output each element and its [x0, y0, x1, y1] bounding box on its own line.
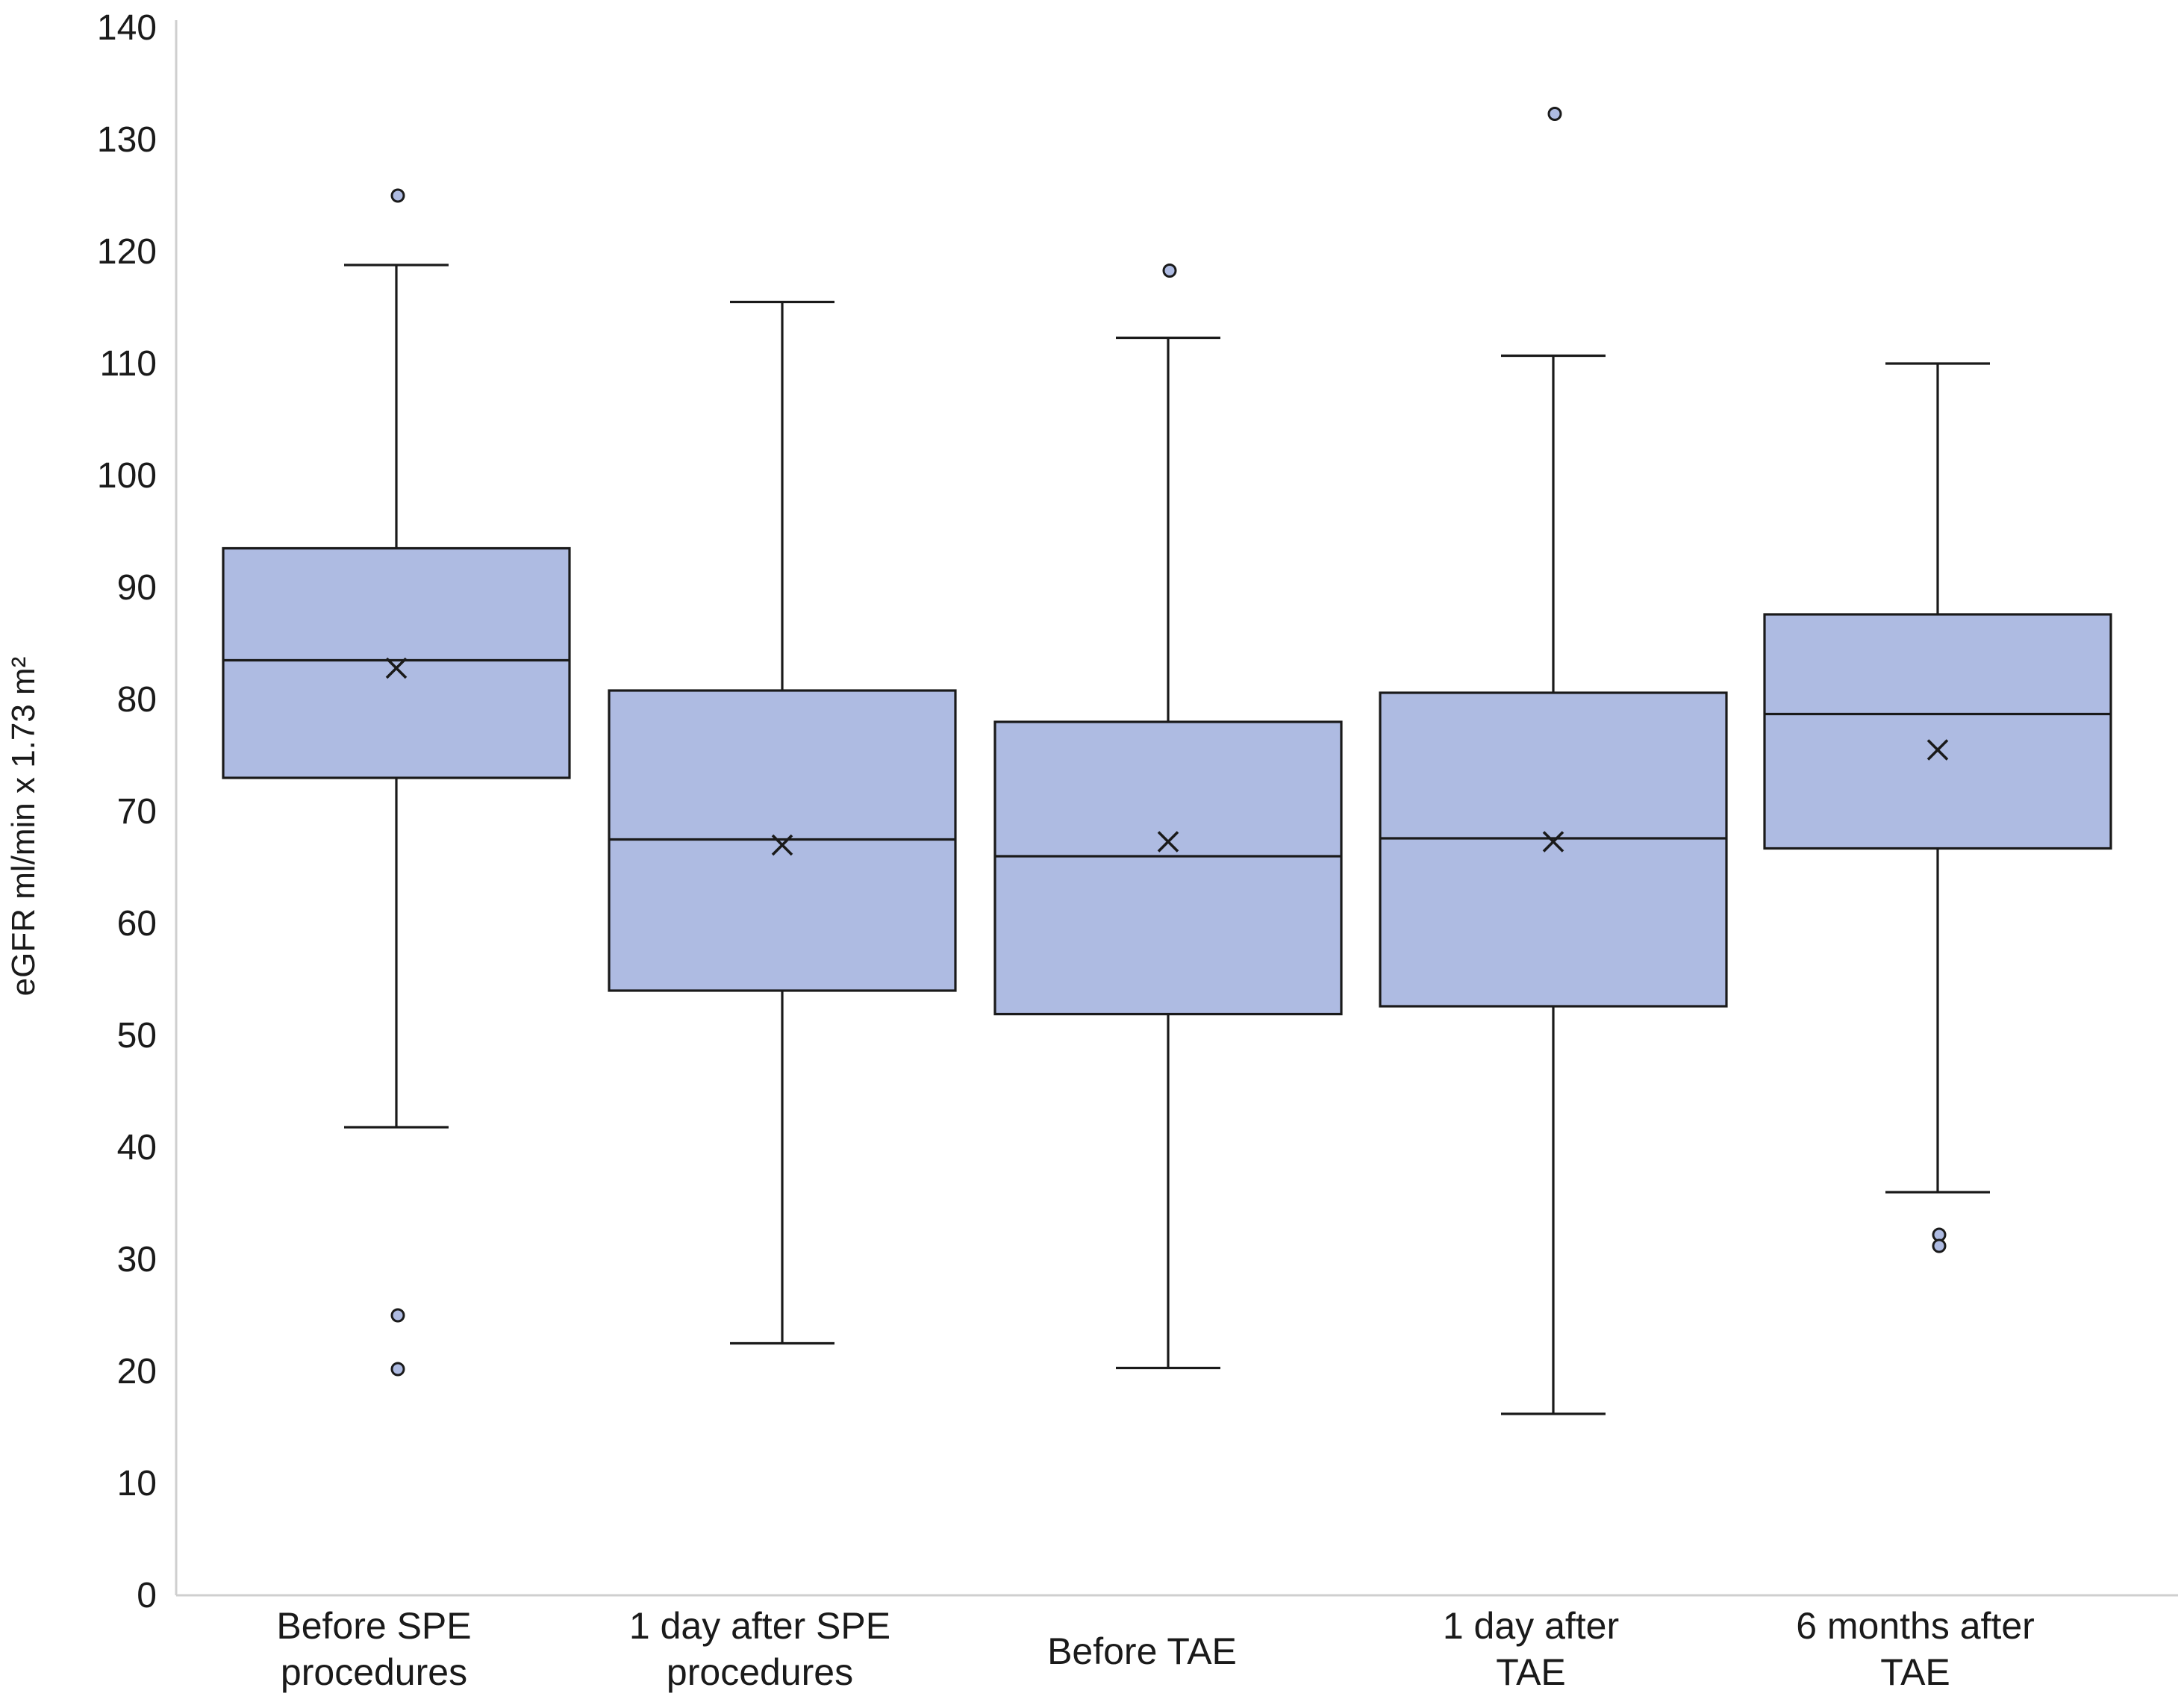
- y-tick-label: 40: [117, 1128, 157, 1168]
- x-category-label: 1 day after TAE: [1443, 1605, 1619, 1693]
- y-tick-label: 110: [99, 344, 157, 384]
- y-tick-label: 60: [117, 904, 157, 944]
- axes: [175, 20, 2178, 1597]
- mean-marker: [385, 657, 408, 679]
- y-tick-label: 50: [117, 1016, 157, 1056]
- boxes: [222, 107, 2112, 1415]
- x-category-label-line: procedures: [667, 1651, 853, 1693]
- outlier-point: [390, 1362, 405, 1377]
- box-4: [1379, 107, 1728, 1415]
- x-category-label-line: 1 day after: [1443, 1605, 1619, 1647]
- box-2: [608, 300, 957, 1345]
- mean-marker: [1926, 739, 1949, 761]
- y-tick-label: 100: [97, 456, 157, 496]
- x-category-label-line: TAE: [1880, 1651, 1950, 1693]
- x-category-label: Before SPE procedures: [276, 1605, 471, 1693]
- x-category-label: 1 day after SPE procedures: [629, 1605, 890, 1693]
- x-category-label: Before TAE: [1047, 1630, 1237, 1672]
- y-tick-label: 30: [117, 1240, 157, 1280]
- x-category-label-line: Before SPE: [276, 1605, 471, 1647]
- x-category-label-line: procedures: [281, 1651, 467, 1693]
- x-category-label-line: TAE: [1496, 1651, 1566, 1693]
- y-tick-label: 140: [97, 8, 157, 48]
- iqr-box: [993, 720, 1343, 1016]
- mean-marker: [1542, 831, 1564, 853]
- y-tick-label: 90: [117, 568, 157, 608]
- box-1: [222, 188, 571, 1377]
- outlier-point: [390, 188, 405, 203]
- mean-marker: [1157, 831, 1179, 853]
- box-3: [993, 264, 1343, 1370]
- y-axis-title: eGFR ml/min x 1.73 m²: [5, 657, 42, 997]
- box-5: [1763, 362, 2112, 1253]
- outlier-point: [390, 1308, 405, 1323]
- y-tick-label: 10: [117, 1464, 157, 1503]
- labels: 0 10 20 30 40 50 60 70 80 90 100 110 120 130 140 Before…: [97, 8, 2035, 1693]
- x-category-label-line: Before TAE: [1047, 1630, 1237, 1672]
- mean-marker: [771, 834, 793, 856]
- y-tick-label: 130: [97, 120, 157, 160]
- iqr-box: [1763, 613, 2112, 850]
- x-category-label: 6 months after TAE: [1796, 1605, 2035, 1693]
- y-tick-label: 70: [117, 792, 157, 832]
- x-category-label-line: 1 day after SPE: [629, 1605, 890, 1647]
- iqr-box: [222, 546, 571, 779]
- y-tick-label: 80: [117, 680, 157, 720]
- y-tick-label: 120: [97, 232, 157, 272]
- outlier-point: [1932, 1238, 1947, 1253]
- y-tick-label: 0: [137, 1576, 157, 1615]
- y-tick-label: 20: [117, 1352, 157, 1391]
- outlier-point: [1162, 264, 1177, 278]
- x-category-label-line: 6 months after: [1796, 1605, 2035, 1647]
- outlier-point: [1547, 107, 1562, 121]
- iqr-box: [1379, 691, 1728, 1008]
